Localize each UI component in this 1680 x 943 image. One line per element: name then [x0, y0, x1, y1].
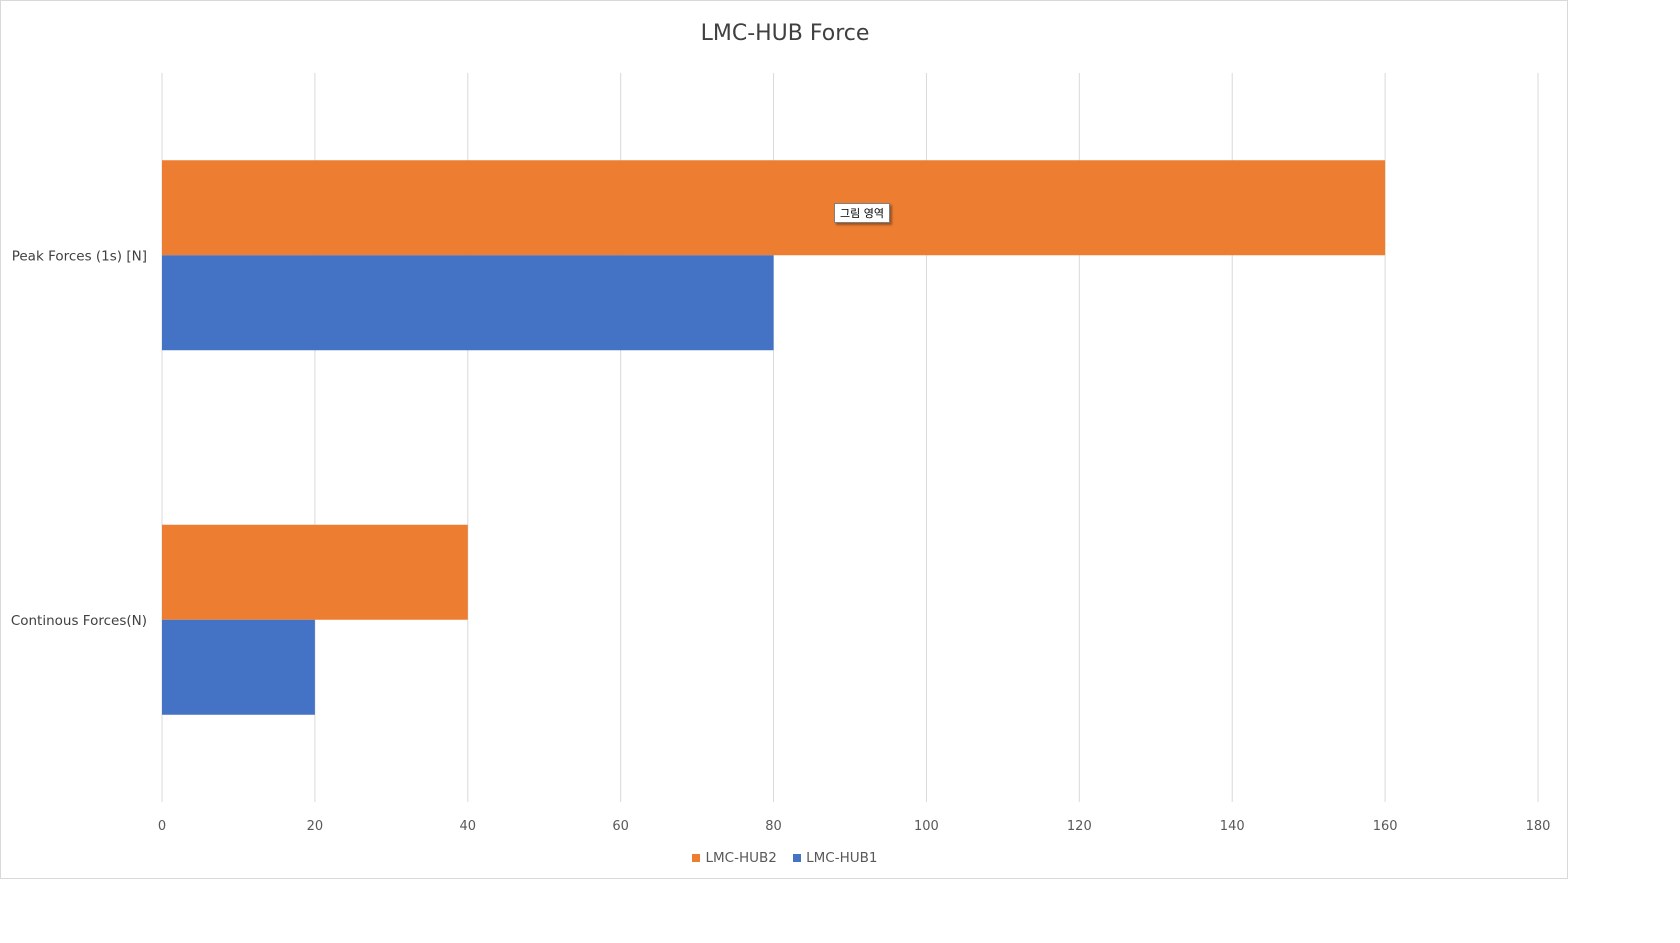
bar-lmc-hub1-1 — [162, 619, 315, 715]
chart-frame: LMC-HUB Force 0 20 40 60 80 100 120 140 160 180 Pe… — [0, 0, 1568, 879]
x-tick-label-120: 120 — [1067, 819, 1092, 834]
legend-item-hub1: LMC-HUB1 — [793, 850, 878, 866]
x-tick-label-140: 140 — [1220, 819, 1245, 834]
category-label-0: Peak Forces (1s) [N] — [12, 248, 147, 264]
category-label-1: Continous Forces(N) — [11, 613, 147, 629]
legend: LMC-HUB2 LMC-HUB1 — [1, 850, 1569, 866]
legend-swatch-hub1 — [793, 854, 802, 862]
x-tick-label-180: 180 — [1526, 819, 1551, 834]
x-tick-label-0: 0 — [158, 819, 166, 834]
x-tick-label-60: 60 — [612, 819, 629, 834]
plot-area[interactable]: 0 20 40 60 80 100 120 140 160 180 Peak Forces (1s)… — [1, 1, 1569, 880]
legend-item-hub2: LMC-HUB2 — [692, 850, 777, 866]
bar-lmc-hub2-1 — [162, 524, 468, 620]
x-tick-label-20: 20 — [307, 819, 324, 834]
legend-label-hub1: LMC-HUB1 — [806, 850, 878, 866]
x-tick-label-100: 100 — [914, 819, 939, 834]
x-tick-label-80: 80 — [765, 819, 782, 834]
legend-swatch-hub2 — [692, 854, 701, 862]
chart-title: LMC-HUB Force — [700, 21, 870, 46]
plot-area-tooltip: 그림 영역 — [834, 203, 890, 223]
x-tick-label-40: 40 — [460, 819, 477, 834]
x-tick-label-160: 160 — [1373, 819, 1398, 834]
legend-label-hub2: LMC-HUB2 — [705, 850, 777, 866]
bar-lmc-hub2-0 — [162, 160, 1386, 256]
bar-lmc-hub1-0 — [162, 255, 774, 351]
